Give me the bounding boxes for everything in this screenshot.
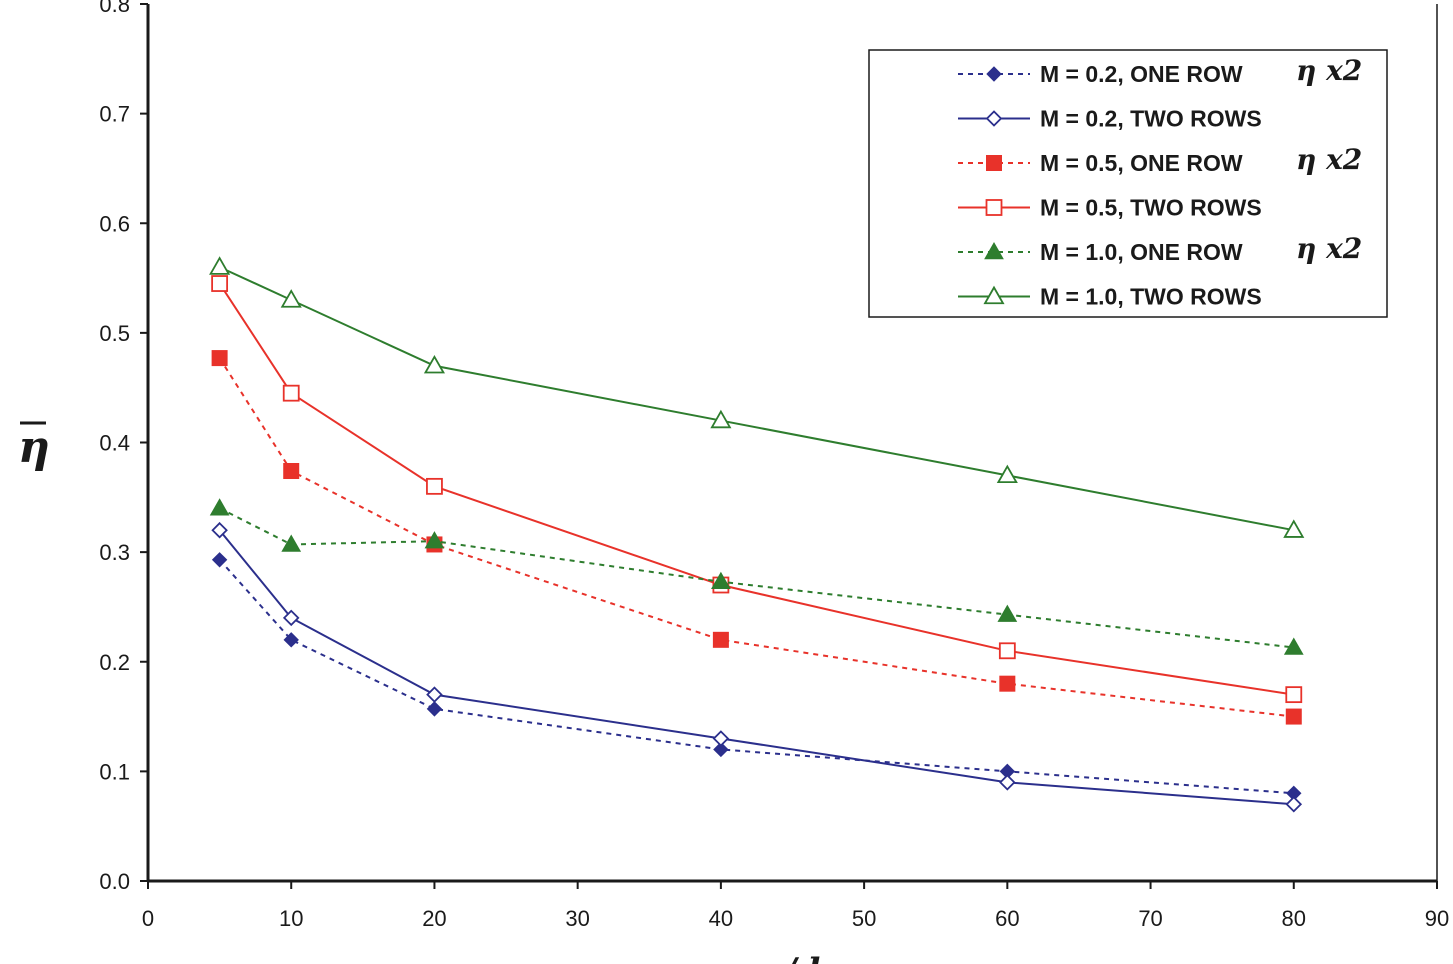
legend-note: η x2 xyxy=(1296,143,1362,176)
legend-swatch-marker xyxy=(986,155,1002,171)
series-1-line xyxy=(218,559,1294,795)
series-3-point xyxy=(211,350,228,367)
series-3-point xyxy=(283,463,300,480)
series-5-point xyxy=(711,571,731,589)
y-tick-label: 0.7 xyxy=(99,102,130,127)
series-6 xyxy=(209,256,1305,538)
series-6-point xyxy=(710,409,732,429)
series-3-point xyxy=(999,675,1016,692)
legend-note: η x2 xyxy=(1296,54,1362,87)
legend-entry-3: M = 0.5, ONE ROW η x2 xyxy=(958,143,1362,176)
x-tick-label: 10 xyxy=(279,906,303,931)
series-5 xyxy=(209,498,1304,655)
x-tick-label: 70 xyxy=(1138,906,1162,931)
series-6-point xyxy=(1283,519,1305,538)
x-tick-label: 50 xyxy=(852,906,876,931)
x-tick-label: 30 xyxy=(565,906,589,931)
series-2-point xyxy=(712,730,730,747)
y-axis-label-group: η xyxy=(18,421,50,473)
legend-entry-5: M = 1.0, ONE ROW η x2 xyxy=(958,232,1362,265)
y-tick-label: 0.5 xyxy=(99,321,130,346)
legend-entry-1: M = 0.2, ONE ROW η x2 xyxy=(958,54,1362,87)
series-6-point xyxy=(996,464,1018,484)
legend: M = 0.2, ONE ROW η x2 M = 0.2, TWO ROWS M =… xyxy=(868,49,1388,318)
series-2-point xyxy=(211,521,228,539)
series-4-line xyxy=(218,282,1294,696)
legend-swatch-marker xyxy=(985,110,1003,127)
y-axis-ticks: 0.0 0.1 0.2 0.3 0.4 0.5 0.6 0.7 0.8 xyxy=(99,0,148,894)
y-tick-label: 0.4 xyxy=(99,431,130,456)
legend-label: M = 0.2, TWO ROWS xyxy=(1040,106,1262,132)
x-axis-ticks: 0 10 20 30 40 50 60 70 80 90 xyxy=(142,881,1449,931)
series-6-line xyxy=(219,266,1294,532)
legend-swatch-marker xyxy=(985,199,1003,216)
series-5-point xyxy=(209,498,230,516)
legend-label: M = 1.0, ONE ROW xyxy=(1040,239,1243,265)
x-tick-label: 0 xyxy=(142,906,154,931)
legend-swatch-marker xyxy=(983,285,1005,305)
legend-label: M = 0.2, ONE ROW xyxy=(1040,61,1243,87)
x-tick-label: 80 xyxy=(1282,906,1306,931)
legend-entry-4: M = 0.5, TWO ROWS xyxy=(958,195,1262,221)
series-1 xyxy=(211,552,1302,802)
series-4-point xyxy=(211,275,229,292)
series-4-point xyxy=(998,642,1016,660)
series-layer xyxy=(209,256,1305,813)
series-6-point xyxy=(423,354,445,374)
series-1-point xyxy=(426,701,443,717)
legend-note: η x2 xyxy=(1296,232,1362,265)
series-2 xyxy=(211,521,1303,813)
y-tick-label: 0.8 xyxy=(99,0,130,17)
series-5-point xyxy=(997,604,1018,622)
series-2-point xyxy=(282,609,300,627)
series-4-point xyxy=(282,384,300,402)
y-tick-label: 0.3 xyxy=(99,540,130,565)
legend-swatch-marker xyxy=(984,241,1004,260)
x-tick-label: 20 xyxy=(422,906,446,931)
y-axis-label: η xyxy=(18,422,50,473)
series-3-line xyxy=(218,357,1294,718)
series-4-point xyxy=(426,477,443,495)
legend-swatch-marker xyxy=(986,66,1002,82)
y-tick-label: 0.6 xyxy=(99,211,130,236)
series-1-point xyxy=(211,552,228,568)
series-1-point xyxy=(713,741,729,758)
series-5-point xyxy=(424,531,445,549)
legend-label: M = 0.5, ONE ROW xyxy=(1040,150,1243,176)
x-tick-label: 60 xyxy=(995,906,1019,931)
y-tick-label: 0.2 xyxy=(99,650,130,675)
series-2-point xyxy=(999,774,1016,791)
series-2-point xyxy=(1285,795,1303,813)
x-tick-label: 90 xyxy=(1425,906,1449,931)
series-2-point xyxy=(426,686,443,703)
series-3-point xyxy=(1285,708,1302,725)
legend-box xyxy=(868,49,1388,318)
series-3 xyxy=(211,350,1302,725)
series-1-point xyxy=(283,632,299,648)
legend-entry-6: M = 1.0, TWO ROWS xyxy=(958,284,1262,310)
legend-entry-2: M = 0.2, TWO ROWS xyxy=(958,106,1262,132)
legend-label: M = 0.5, TWO ROWS xyxy=(1040,195,1262,221)
series-4-point xyxy=(1285,686,1303,704)
series-3-point xyxy=(712,631,729,648)
series-6-point xyxy=(209,256,231,275)
x-tick-label: 40 xyxy=(709,906,733,931)
series-5-line xyxy=(219,507,1294,649)
series-2-line xyxy=(218,529,1294,806)
legend-label: M = 1.0, TWO ROWS xyxy=(1040,284,1262,310)
y-tick-label: 0.0 xyxy=(99,869,130,894)
series-5-point xyxy=(281,534,302,552)
y-tick-label: 0.1 xyxy=(99,759,130,784)
x-axis-label: x/d xyxy=(763,951,821,964)
series-4 xyxy=(211,275,1303,704)
series-6-point xyxy=(280,289,302,308)
series-5-point xyxy=(1283,637,1304,655)
